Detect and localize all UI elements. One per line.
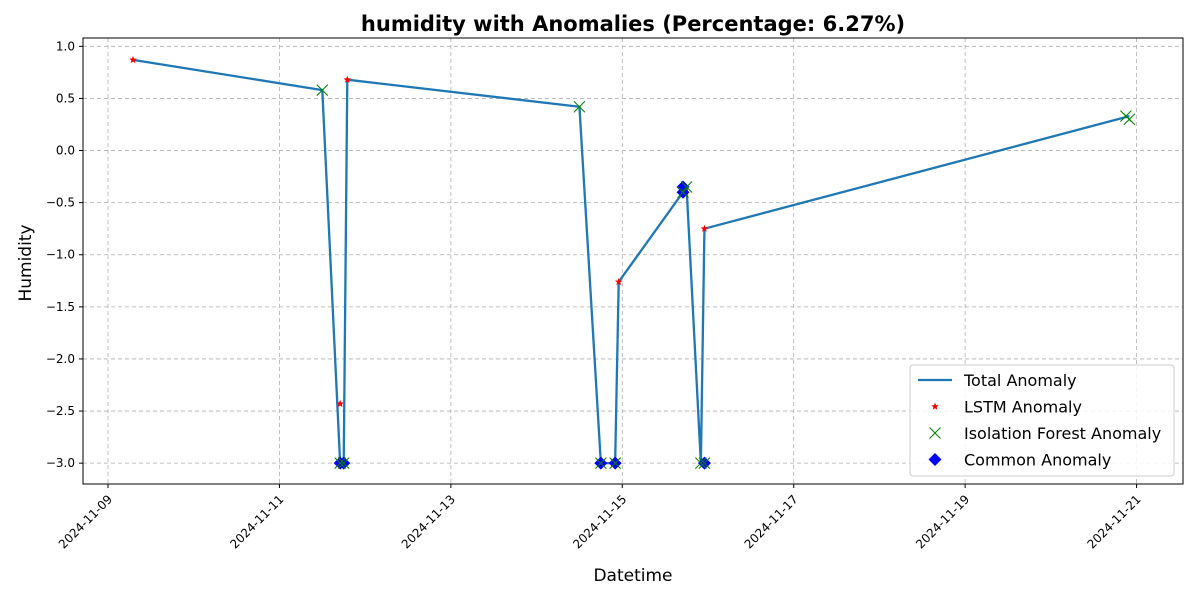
point-lstm-anomaly	[700, 224, 709, 232]
point-isolation-forest-anomaly	[316, 84, 329, 96]
x-tick-label: 2024-11-17	[742, 492, 801, 551]
point-isolation-forest-anomaly	[609, 457, 621, 470]
y-tick-label: −0.5	[46, 196, 75, 210]
x-tick-label: 2024-11-11	[227, 492, 286, 551]
plot-frame	[82, 37, 1184, 485]
point-isolation-forest-anomaly	[334, 457, 346, 470]
chart-title: humidity with Anomalies (Percentage: 6.2…	[361, 12, 905, 36]
legend-label-common-anomaly: Common Anomaly	[964, 451, 1111, 470]
point-isolation-forest-anomaly	[698, 457, 711, 470]
y-tick-label: −1.5	[46, 300, 75, 314]
grid	[83, 38, 1183, 484]
y-tick-label: 1.0	[56, 39, 75, 53]
point-isolation-forest-anomaly	[573, 100, 586, 113]
point-lstm-anomaly	[343, 75, 352, 83]
legend: Total Anomaly LSTM Anomaly Isolation Fores…	[909, 364, 1175, 477]
y-tick-label: −3.0	[46, 456, 75, 470]
x-tick-label: 2024-11-21	[1084, 492, 1143, 551]
y-axis-title: Humidity	[16, 224, 36, 301]
legend-swatch-common-anomaly	[928, 453, 942, 466]
x-tick-label: 2024-11-09	[56, 492, 115, 551]
point-isolation-forest-anomaly	[695, 457, 707, 470]
legend-swatch-isolation-forest-anomaly	[929, 427, 941, 439]
point-isolation-forest-anomaly	[337, 457, 350, 470]
x-tick-label: 2024-11-19	[913, 492, 972, 551]
point-lstm-anomaly	[129, 55, 137, 64]
point-isolation-forest-anomaly	[680, 181, 693, 193]
y-tick-label: −2.0	[46, 352, 75, 366]
point-lstm-anomaly	[336, 399, 344, 407]
y-tick-label: 0.0	[56, 144, 75, 158]
x-tick-label: 2024-11-13	[399, 492, 458, 551]
legend-label-total-anomaly: Total Anomaly	[963, 371, 1077, 390]
point-isolation-forest-anomaly	[677, 186, 689, 199]
x-axis-title: Datetime	[593, 566, 672, 586]
x-tick-label: 2024-11-15	[570, 492, 629, 551]
legend-swatch-lstm-anomaly	[931, 402, 939, 410]
point-isolation-forest-anomaly	[1123, 113, 1136, 126]
plot-data	[129, 55, 1136, 470]
point-isolation-forest-anomaly	[595, 457, 607, 470]
point-lstm-anomaly	[614, 277, 623, 286]
legend-label-isolation-forest-anomaly: Isolation Forest Anomaly	[964, 424, 1161, 443]
legend-box	[909, 364, 1175, 477]
y-tick-label: −2.5	[46, 404, 75, 418]
y-tick-label: −1.0	[46, 248, 75, 262]
y-tick-label: 0.5	[56, 91, 75, 105]
legend-label-lstm-anomaly: LSTM Anomaly	[964, 398, 1082, 417]
